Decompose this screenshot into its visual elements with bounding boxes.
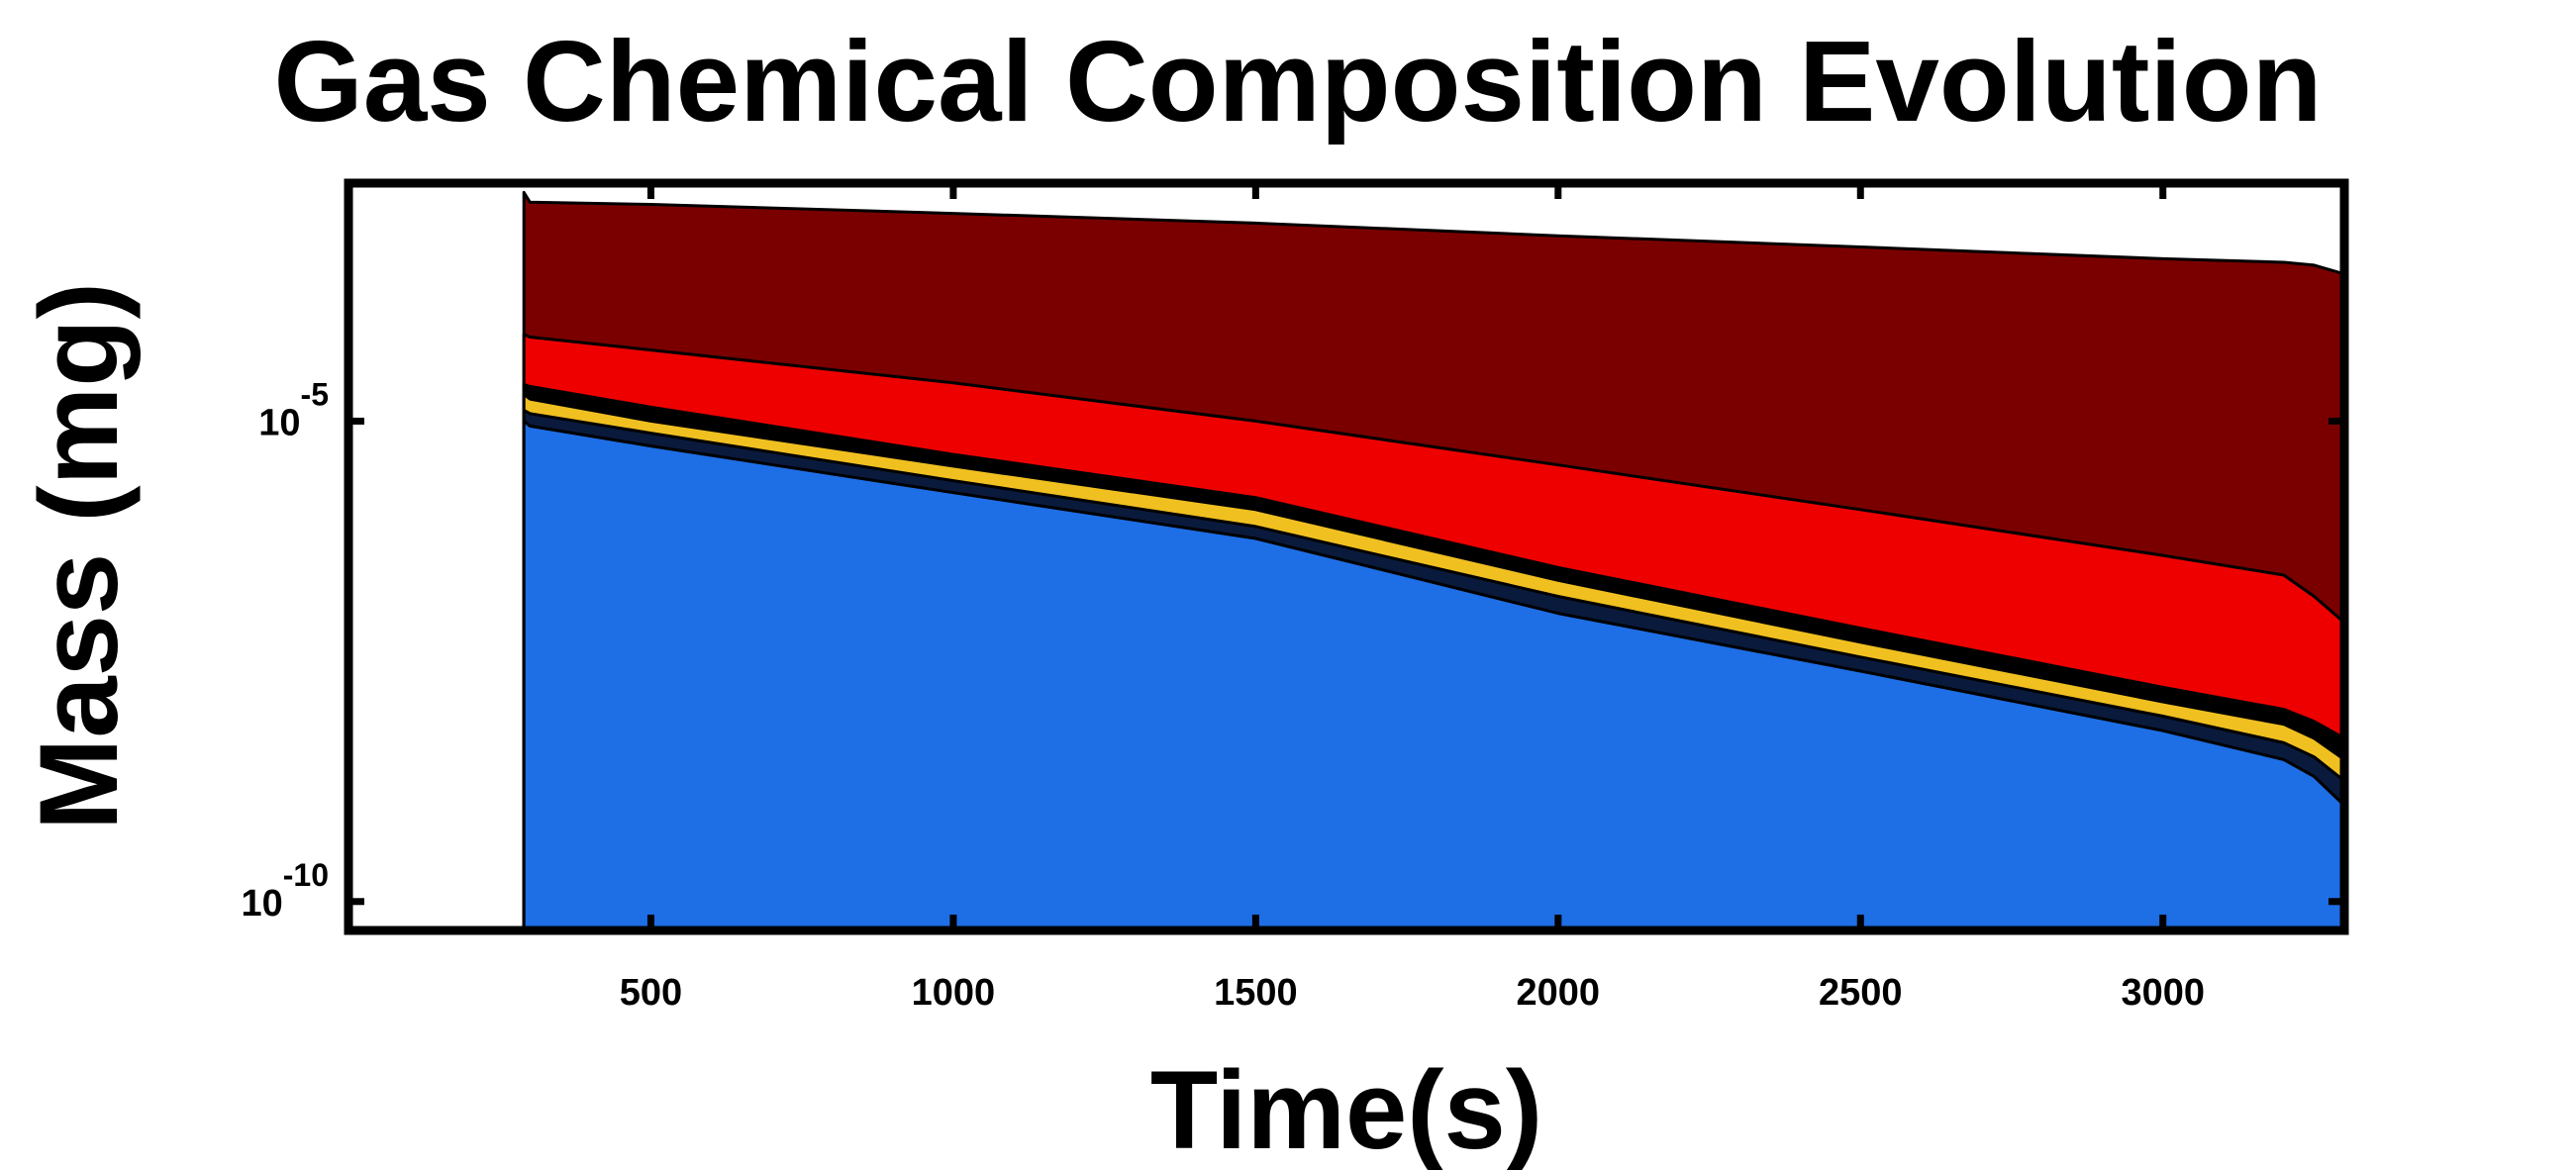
area-series-1 [522,419,2344,930]
x-tick-label-1500: 1500 [1214,972,1298,1014]
y-tick-label--10: 10-10 [241,857,329,925]
plot-frame [344,178,2349,935]
x-axis: 500 1000 1500 2000 2500 3000 [620,183,2205,1014]
x-axis-label: Time(s) [1150,1048,1542,1170]
y-axis: 10-5 10-10 [241,376,2344,925]
x-tick-label-500: 500 [620,972,682,1014]
x-tick-label-2500: 2500 [1819,972,1903,1014]
x-tick-label-2000: 2000 [1517,972,1601,1014]
chart-title: Gas Chemical Composition Evolution [274,17,2323,146]
y-tick-label--5: 10-5 [258,376,329,443]
stacked-areas [522,190,2344,930]
x-tick-label-3000: 3000 [2121,972,2205,1014]
x-tick-label-1000: 1000 [912,972,996,1014]
y-axis-label: Mass (mg) [17,282,141,830]
